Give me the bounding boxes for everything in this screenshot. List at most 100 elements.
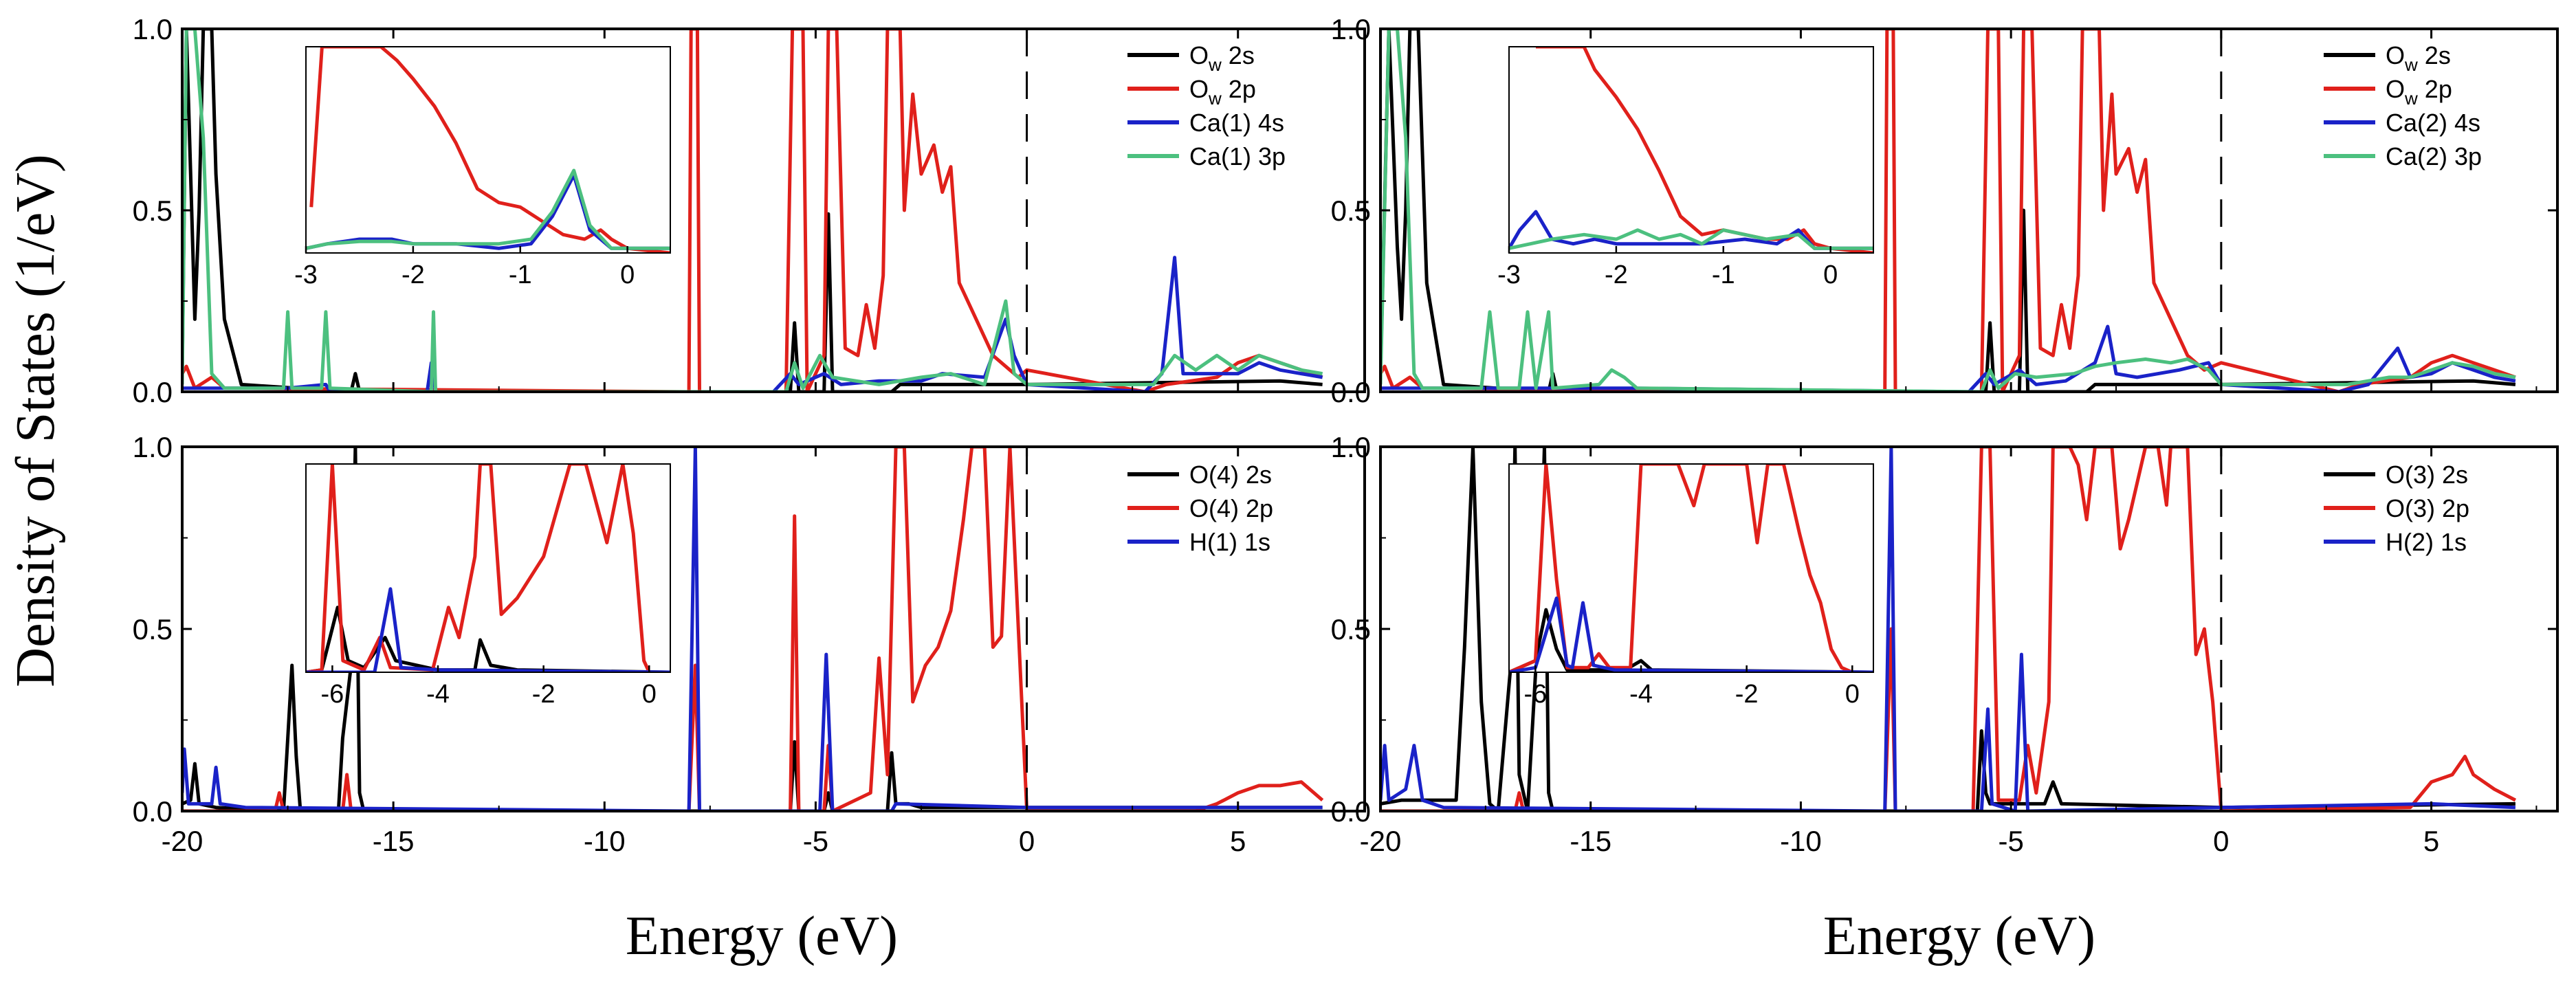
legend-label-main: O — [1189, 75, 1209, 103]
x-axis-title-right: Energy (eV) — [1823, 906, 2095, 966]
legend-label-main: O — [2386, 41, 2405, 69]
inset-x-tick-label: -6 — [321, 680, 344, 709]
legend-label: H(2) 1s — [2386, 528, 2467, 556]
legend-label-subscript: w — [1208, 88, 1222, 109]
legend-label-main: O(3) 2s — [2386, 461, 2468, 489]
y-tick-label: 0.5 — [133, 613, 173, 645]
inset-x-tick-label: 0 — [642, 680, 657, 709]
series-line-h-1-1s — [182, 447, 1323, 811]
inset-background — [306, 47, 670, 253]
inset-x-tick-label: 0 — [1823, 261, 1838, 289]
series-line-ca-1-3p — [306, 168, 670, 250]
series-line-ow-2s — [1380, 29, 2516, 392]
inset-frame — [305, 46, 671, 254]
y-tick-label: 0.5 — [1331, 613, 1371, 645]
series-line-ow-2p — [1536, 47, 1873, 253]
inset-x-tick-label: -2 — [532, 680, 555, 709]
x-tick-label: -5 — [1998, 825, 2023, 857]
series-line-ca-2-3p — [1380, 29, 2516, 392]
inset-bottom-left: -6 -4 -2 0 — [305, 463, 671, 709]
panel-bottom-right: -20 -15 -10 -5 0 50.00.51.0-6 -4 -2 0O(3) 2sO(3)… — [1331, 431, 2559, 857]
legend-label-main: O(4) 2s — [1189, 461, 1272, 489]
y-tick-label: 1.0 — [1331, 13, 1371, 45]
legend-label: Ow 2p — [1189, 75, 1256, 109]
inset-x-tick-label: -2 — [1735, 680, 1759, 709]
series-line-o-3-2p — [1380, 447, 2517, 811]
x-tick-label: -10 — [1780, 825, 1822, 857]
legend-label-main: Ca(2) 3p — [2386, 142, 2482, 170]
series-line-ow-2p — [309, 47, 670, 253]
x-tick-label: 5 — [1230, 825, 1246, 857]
legend: O(4) 2s O(4) 2p H(1) 1s — [1127, 461, 1273, 556]
x-tick-label: 5 — [2423, 825, 2439, 857]
x-tick-label: 0 — [2213, 825, 2229, 857]
series-line-h-2-1s — [1380, 447, 2516, 811]
legend-label: Ca(2) 3p — [2386, 142, 2482, 170]
legend-label: O(3) 2s — [2386, 461, 2468, 489]
x-tick-label: -15 — [373, 825, 415, 857]
legend-label: O(4) 2p — [1189, 494, 1273, 522]
y-tick-label: 0.0 — [133, 376, 173, 408]
inset-x-tick-label: -4 — [426, 680, 450, 709]
inset-x-tick-label: -1 — [1712, 261, 1735, 289]
series-line-ca-1-4s — [306, 173, 670, 250]
series-line-h-1-1s — [306, 587, 670, 672]
x-tick-label: -15 — [1570, 825, 1611, 857]
y-tick-label: 0.5 — [1331, 195, 1371, 227]
legend-label-main: Ca(1) 3p — [1189, 142, 1286, 170]
x-tick-label: -20 — [162, 825, 203, 857]
x-axis-title-left: Energy (eV) — [626, 906, 898, 966]
inset-x-tick-label: -2 — [401, 261, 425, 289]
legend-label-main: Ca(2) 4s — [2386, 109, 2480, 137]
legend-label-rest: 2s — [2418, 41, 2451, 69]
inset-frame — [1508, 463, 1874, 673]
legend-label: Ca(1) 4s — [1189, 109, 1284, 137]
legend-label-main: O — [2386, 75, 2405, 103]
y-axis-title: Density of States (1/eV) — [5, 154, 66, 687]
y-tick-label: 1.0 — [133, 13, 173, 45]
inset-x-tick-label: -4 — [1629, 680, 1653, 709]
legend-label-main: Ca(1) 4s — [1189, 109, 1284, 137]
y-tick-label: 1.0 — [1331, 431, 1371, 463]
x-tick-label: 0 — [1019, 825, 1035, 857]
x-tick-label: -20 — [1360, 825, 1402, 857]
series-line-o-4-2p — [306, 464, 670, 672]
inset-frame — [1508, 46, 1874, 254]
y-tick-label: 0.0 — [133, 795, 173, 828]
inset-bottom-right: -6 -4 -2 0 — [1508, 463, 1874, 709]
y-tick-label: 1.0 — [133, 431, 173, 463]
inset-frame — [305, 463, 671, 673]
series-line-ow-2s — [182, 29, 1323, 392]
y-tick-label: 0.0 — [1331, 376, 1371, 408]
series-line-ca-2-3p — [1509, 228, 1873, 250]
series-line-o-3-2s — [1509, 608, 1873, 672]
inset-top-left: -3 -2 -1 0 — [294, 46, 671, 289]
legend-label-main: O(4) 2p — [1189, 494, 1273, 522]
inset-top-right: -3 -2 -1 0 — [1497, 46, 1874, 289]
legend-label: H(1) 1s — [1189, 528, 1270, 556]
inset-x-tick-label: 0 — [620, 261, 635, 289]
legend-label: Ow 2s — [2386, 41, 2451, 75]
series-line-ca-2-4s — [1509, 210, 1873, 250]
series-line-ca-1-3p — [182, 29, 1323, 392]
inset-x-tick-label: 0 — [1845, 680, 1860, 709]
series-line-o-4-2s — [306, 606, 670, 672]
inset-x-tick-label: -2 — [1605, 261, 1628, 289]
series-line-ca-1-4s — [182, 256, 1323, 392]
x-tick-label: -5 — [803, 825, 828, 857]
y-tick-label: 0.5 — [133, 195, 173, 227]
legend-label-subscript: w — [1208, 54, 1222, 75]
legend-label-main: H(1) 1s — [1189, 528, 1270, 556]
legend-label: Ow 2s — [1189, 41, 1255, 75]
inset-x-tick-label: -3 — [294, 261, 318, 289]
legend-label-rest: 2p — [1222, 75, 1256, 103]
legend-label: O(4) 2s — [1189, 461, 1272, 489]
panel-bottom-left: -20 -15 -10 -5 0 50.00.51.0-6 -4 -2 0O(4) 2sO(4)… — [133, 431, 1366, 857]
legend-label-main: H(2) 1s — [2386, 528, 2467, 556]
legend-label-rest: 2p — [2418, 75, 2452, 103]
